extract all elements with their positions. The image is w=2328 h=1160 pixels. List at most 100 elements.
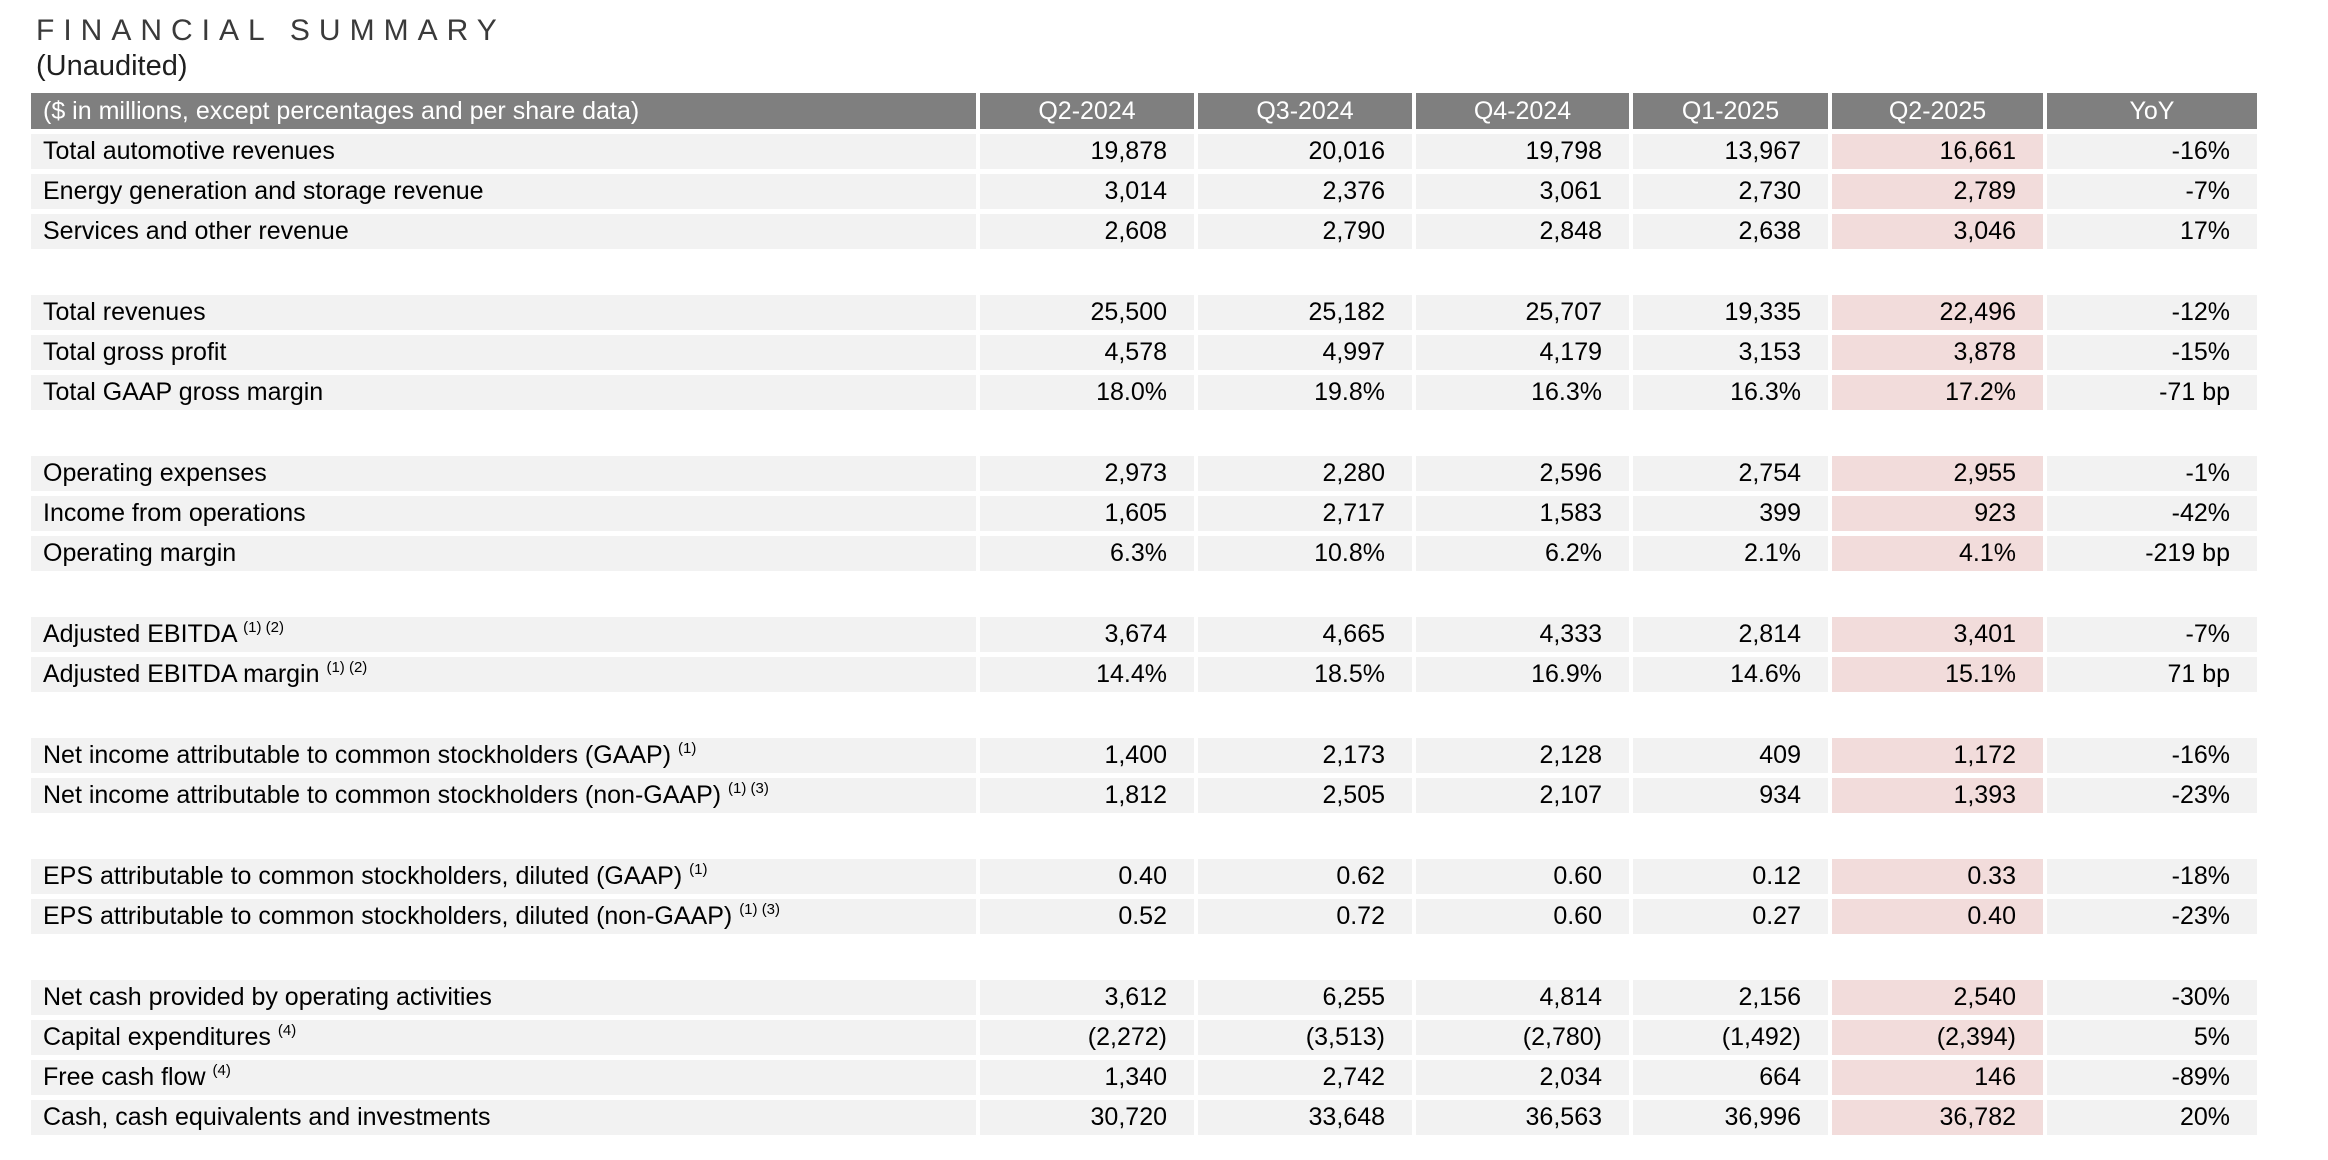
cell-value: 4,665: [1196, 614, 1416, 658]
cell-value-highlighted: 17.2%: [1830, 372, 2047, 416]
cell-value: 2,742: [1196, 1057, 1416, 1101]
cell-value: 16.3%: [1631, 372, 1832, 416]
section-spacer-row: [31, 573, 2257, 618]
table-row: EPS attributable to common stockholders,…: [31, 896, 2257, 940]
section-spacer: [31, 412, 2257, 457]
table-row: Total gross profit 4,578 4,997 4,179 3,153 3,…: [31, 332, 2257, 376]
cell-value: 409: [1631, 735, 1832, 779]
cell-value-highlighted: 15.1%: [1830, 654, 2047, 698]
table-row: Income from operations 1,605 2,717 1,583 399…: [31, 493, 2257, 537]
row-label: Operating margin: [31, 533, 980, 577]
row-label: Adjusted EBITDA (1) (2): [31, 614, 980, 658]
row-label: Total revenues: [31, 292, 980, 336]
row-label: Total gross profit: [31, 332, 980, 376]
cell-value: 16.3%: [1414, 372, 1633, 416]
cell-value-highlighted: 2,540: [1830, 977, 2047, 1021]
table-row: Energy generation and storage revenue 3,0…: [31, 171, 2257, 215]
table-row: Adjusted EBITDA margin (1) (2) 14.4% 18.5%…: [31, 654, 2257, 698]
cell-value: 18.0%: [978, 372, 1198, 416]
cell-value: 19,335: [1631, 292, 1832, 336]
cell-value: (2,272): [978, 1017, 1198, 1061]
row-label: Adjusted EBITDA margin (1) (2): [31, 654, 980, 698]
cell-value: 2,034: [1414, 1057, 1633, 1101]
table-row: Total automotive revenues 19,878 20,016 19,…: [31, 131, 2257, 175]
cell-value: 1,400: [978, 735, 1198, 779]
cell-value: 664: [1631, 1057, 1832, 1101]
cell-value: 1,340: [978, 1057, 1198, 1101]
cell-value-highlighted: 0.40: [1830, 896, 2047, 940]
table-row: Total revenues 25,500 25,182 25,707 19,335 22…: [31, 292, 2257, 336]
cell-yoy: 17%: [2045, 211, 2257, 255]
cell-value: 2,505: [1196, 775, 1416, 819]
table-header-row: ($ in millions, except percentages and p…: [31, 93, 2257, 135]
cell-value: 2,848: [1414, 211, 1633, 255]
cell-yoy: -42%: [2045, 493, 2257, 537]
cell-yoy: -23%: [2045, 775, 2257, 819]
table-row: Free cash flow (4) 1,340 2,742 2,034 664 146-…: [31, 1057, 2257, 1101]
row-label: Free cash flow (4): [31, 1057, 980, 1101]
section-spacer-row: [31, 251, 2257, 296]
row-label: Net cash provided by operating activitie…: [31, 977, 980, 1021]
cell-value-highlighted: 3,878: [1830, 332, 2047, 376]
footnote-marker: (4): [277, 1022, 297, 1040]
table-row: Net income attributable to common stockh…: [31, 775, 2257, 819]
cell-value: 25,500: [978, 292, 1198, 336]
cell-value: 19,878: [978, 131, 1198, 175]
footnote-marker: (1) (2): [243, 619, 284, 637]
cell-value-highlighted: 2,955: [1830, 453, 2047, 497]
row-label: EPS attributable to common stockholders,…: [31, 896, 980, 940]
cell-yoy: -18%: [2045, 856, 2257, 900]
cell-value: 25,707: [1414, 292, 1633, 336]
cell-value: 36,563: [1414, 1097, 1633, 1141]
cell-value: 3,612: [978, 977, 1198, 1021]
column-header-q2-2024: Q2-2024: [978, 93, 1198, 135]
cell-value: 19,798: [1414, 131, 1633, 175]
cell-yoy: -1%: [2045, 453, 2257, 497]
column-header-q4-2024: Q4-2024: [1414, 93, 1633, 135]
table-row: Net cash provided by operating activitie…: [31, 977, 2257, 1021]
row-label: EPS attributable to common stockholders,…: [31, 856, 980, 900]
section-spacer: [31, 251, 2257, 296]
cell-value: (3,513): [1196, 1017, 1416, 1061]
cell-yoy: 20%: [2045, 1097, 2257, 1141]
cell-value: 2,156: [1631, 977, 1832, 1021]
cell-value: (2,780): [1414, 1017, 1633, 1061]
section-spacer: [31, 815, 2257, 860]
cell-yoy: -7%: [2045, 614, 2257, 658]
table-row: Operating expenses 2,973 2,280 2,596 2,754 2,…: [31, 453, 2257, 497]
cell-value: 4,814: [1414, 977, 1633, 1021]
column-header-yoy: YoY: [2045, 93, 2257, 135]
cell-yoy: -16%: [2045, 735, 2257, 779]
cell-yoy: -71 bp: [2045, 372, 2257, 416]
cell-value: 6,255: [1196, 977, 1416, 1021]
cell-value: 0.27: [1631, 896, 1832, 940]
cell-value: 4,333: [1414, 614, 1633, 658]
row-label: Cash, cash equivalents and investments: [31, 1097, 980, 1141]
cell-value: 0.72: [1196, 896, 1416, 940]
cell-yoy: -219 bp: [2045, 533, 2257, 577]
cell-value: 2,814: [1631, 614, 1832, 658]
cell-value: 19.8%: [1196, 372, 1416, 416]
cell-value: 30,720: [978, 1097, 1198, 1141]
cell-value: 0.40: [978, 856, 1198, 900]
footnote-marker: (4): [212, 1062, 231, 1080]
cell-value: 2,754: [1631, 453, 1832, 497]
row-label: Net income attributable to common stockh…: [31, 775, 980, 819]
cell-value: 4,578: [978, 332, 1198, 376]
cell-value: 0.62: [1196, 856, 1416, 900]
cell-value: 3,674: [978, 614, 1198, 658]
cell-value: 2,638: [1631, 211, 1832, 255]
cell-yoy: -23%: [2045, 896, 2257, 940]
cell-value: 1,812: [978, 775, 1198, 819]
cell-yoy: -15%: [2045, 332, 2257, 376]
cell-value: 0.60: [1414, 856, 1633, 900]
footnote-marker: (1) (3): [739, 901, 781, 919]
cell-value: 18.5%: [1196, 654, 1416, 698]
cell-value: 0.52: [978, 896, 1198, 940]
table-row: Capital expenditures (4) (2,272) (3,513) (2…: [31, 1017, 2257, 1061]
cell-value: 6.2%: [1414, 533, 1633, 577]
cell-value: 14.6%: [1631, 654, 1832, 698]
cell-value-highlighted: 1,393: [1830, 775, 2047, 819]
row-label: Net income attributable to common stockh…: [31, 735, 980, 779]
